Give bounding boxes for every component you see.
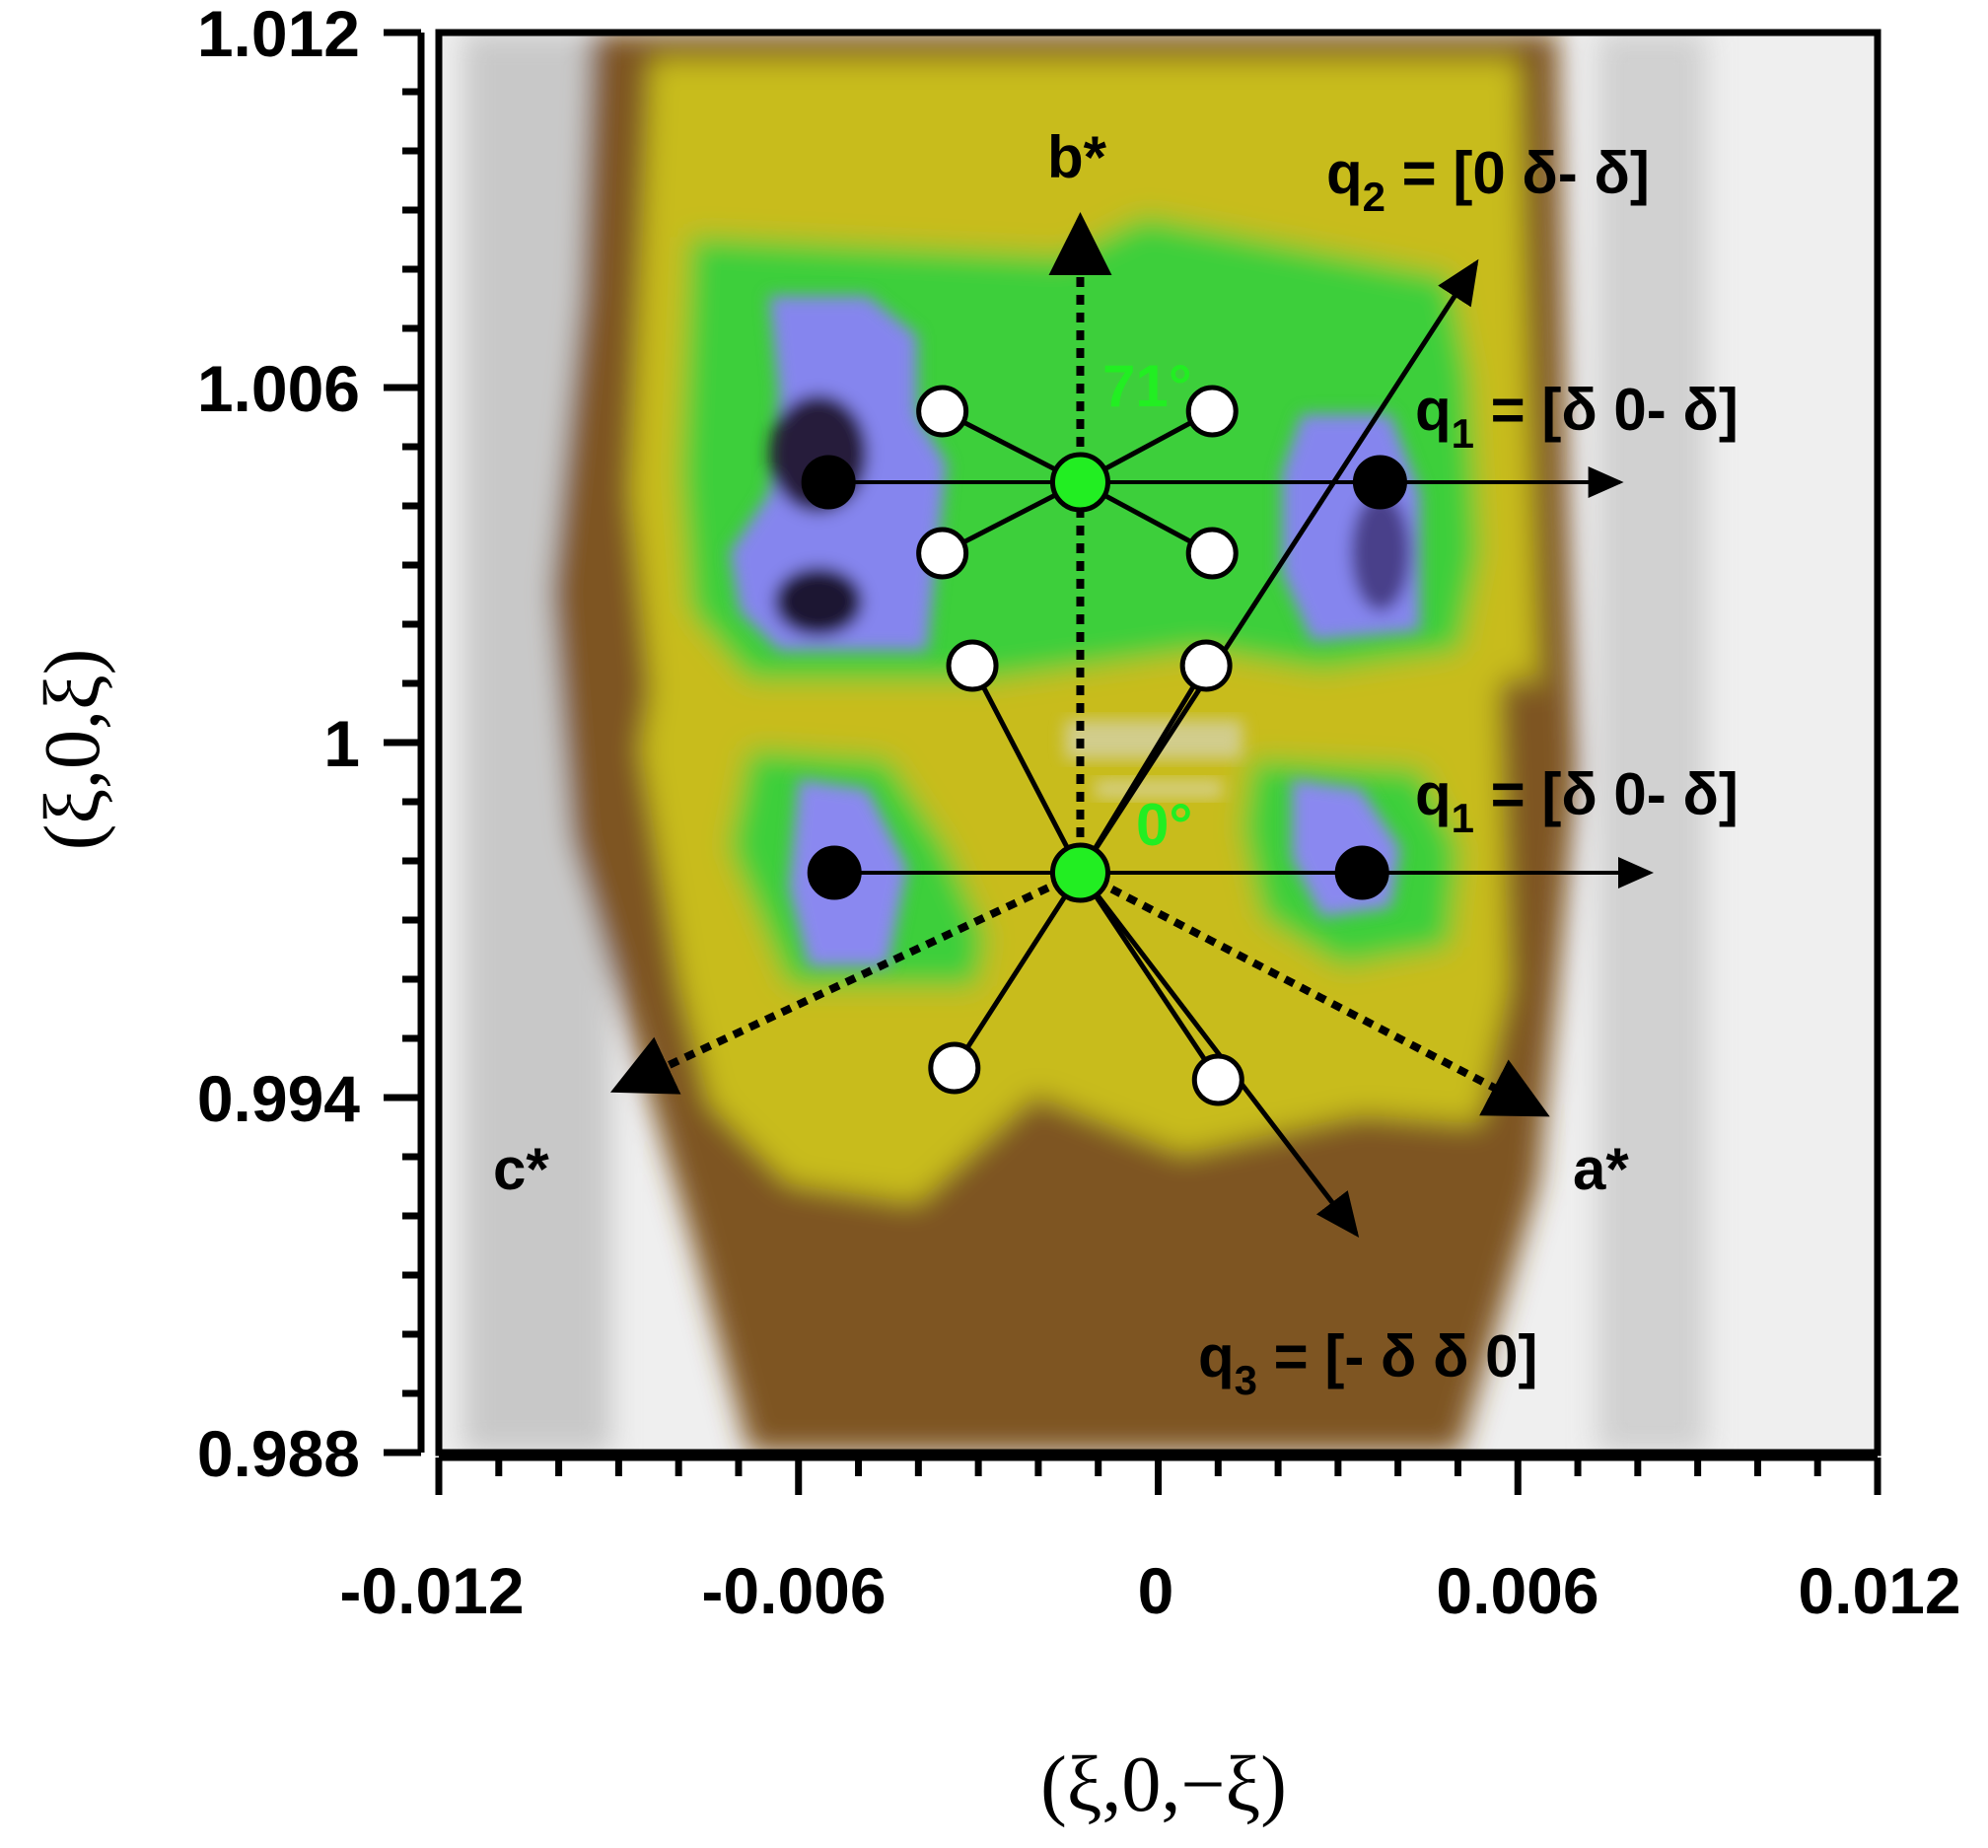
points	[801, 385, 1407, 1106]
white-point	[1185, 527, 1239, 580]
upper-center-point	[1049, 452, 1110, 513]
q1-lower-label: q1 = [δ 0- δ]	[1415, 761, 1739, 841]
axes	[384, 29, 1882, 1495]
q1-lower-prefix: q	[1415, 761, 1452, 827]
q1-lower-text: = [δ 0- δ]	[1474, 761, 1739, 827]
x-tick-label: 0.006	[1436, 1554, 1598, 1627]
x-tick-label: -0.012	[339, 1554, 524, 1627]
q3-label: q3 = [- δ δ 0]	[1198, 1323, 1538, 1403]
a-star-vector	[1078, 869, 1550, 1117]
x-ticks	[435, 1457, 1882, 1495]
q3-prefix: q	[1198, 1323, 1235, 1389]
y-tick-labels: 1.012 1.006 1 0.994 0.988	[197, 0, 360, 1490]
a-star-label: a*	[1573, 1136, 1629, 1202]
black-point	[1352, 455, 1407, 510]
x-tick-label: -0.006	[701, 1554, 886, 1627]
q1-upper-prefix: q	[1415, 377, 1452, 443]
q1-upper-text: = [δ 0- δ]	[1474, 377, 1739, 443]
c-star-label: c*	[493, 1136, 549, 1202]
y-tick-label: 1.006	[197, 352, 360, 425]
spoke-line	[1078, 871, 1221, 1082]
q2-prefix: q	[1326, 140, 1363, 206]
white-point	[946, 639, 999, 692]
x-tick-label: 0	[1138, 1554, 1174, 1627]
white-point	[928, 1041, 981, 1095]
y-tick-label: 1	[323, 707, 360, 780]
y-tick-label: 1.012	[197, 0, 360, 70]
q2-label: q2 = [0 δ- δ]	[1326, 140, 1650, 220]
angle-upper-label: 71°	[1102, 353, 1192, 419]
angle-lower-label: 0°	[1136, 792, 1192, 858]
lower-center-point	[1049, 842, 1110, 903]
q1-lower-subscript: 1	[1452, 795, 1474, 841]
white-point	[1179, 639, 1233, 692]
white-point	[916, 527, 969, 580]
y-ticks	[384, 29, 421, 1457]
spoke-line	[952, 871, 1083, 1070]
y-tick-label: 0.994	[197, 1062, 360, 1135]
q1-upper-subscript: 1	[1452, 410, 1474, 457]
black-point	[1334, 845, 1389, 900]
q3-subscript: 3	[1235, 1357, 1257, 1403]
c-star-vector	[609, 869, 1083, 1095]
plot-frame	[435, 29, 1882, 1457]
q2-subscript: 2	[1363, 174, 1385, 220]
q3-vector	[1078, 871, 1360, 1238]
black-point	[807, 845, 862, 900]
white-point	[916, 385, 969, 438]
q2-vector	[1078, 258, 1479, 875]
x-tick-label: 0.012	[1798, 1554, 1960, 1627]
q1-upper-label: q1 = [δ 0- δ]	[1415, 377, 1739, 457]
q3-text: = [- δ δ 0]	[1257, 1323, 1537, 1389]
vectors	[609, 212, 1654, 1238]
black-point	[801, 455, 856, 510]
white-point	[1191, 1053, 1244, 1106]
white-point	[1185, 385, 1239, 438]
spoke-line	[1078, 664, 1209, 875]
x-axis-title: (ξ,0,−ξ)	[1040, 1741, 1287, 1828]
spoke-line	[969, 664, 1083, 875]
y-tick-label: 0.988	[197, 1417, 360, 1490]
x-tick-labels: -0.012 -0.006 0 0.006 0.012	[339, 1554, 1960, 1627]
b-star-label: b*	[1047, 124, 1107, 190]
y-axis-title: (ξ,0,ξ)	[30, 649, 116, 851]
q2-text: = [0 δ- δ]	[1385, 140, 1650, 206]
